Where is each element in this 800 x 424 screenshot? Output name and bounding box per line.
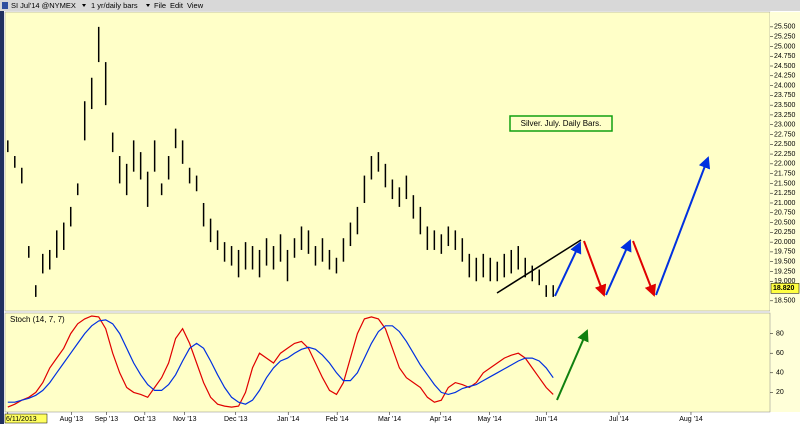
start-date-box xyxy=(4,413,48,424)
y-tick-label: 24.500 xyxy=(774,63,796,70)
last-price-box xyxy=(770,283,800,294)
menu[interactable]: Edit xyxy=(170,1,184,10)
price-panel xyxy=(4,11,771,312)
dropdown-arrow xyxy=(146,4,150,7)
toolbar-bg xyxy=(0,0,800,11)
y-tick-label: 23.250 xyxy=(774,112,796,119)
arrow-down xyxy=(583,240,607,297)
x-tick-label: Jan '14 xyxy=(277,416,299,423)
y-tick-label: 24.750 xyxy=(774,53,796,60)
annotation-box xyxy=(509,115,613,132)
y-tick-label: 23.750 xyxy=(774,92,796,99)
y-tick-label: 25.500 xyxy=(774,24,796,31)
stoch-line xyxy=(7,319,554,405)
x-tick-label: Jul '14 xyxy=(609,416,629,423)
y-tick-label: 22.250 xyxy=(774,151,796,158)
y-tick-label: 22.500 xyxy=(774,141,796,148)
y-tick-label: 25.000 xyxy=(774,43,796,50)
y-tick-label: 80 xyxy=(776,330,784,337)
x-tick-label: Dec '13 xyxy=(224,416,248,423)
stoch-plot xyxy=(7,315,554,408)
symbol[interactable]: SI Jul'14 @NYMEX xyxy=(11,1,76,10)
x-tick-label: Aug '13 xyxy=(60,416,84,423)
trendline xyxy=(496,239,582,294)
y-tick-label: 21.250 xyxy=(774,190,796,197)
annotation: Silver. July. Daily Bars. xyxy=(521,119,602,128)
x-tick-label: Sep '13 xyxy=(95,416,119,423)
arrow-up xyxy=(655,156,711,296)
y-tick-label: 20.000 xyxy=(774,239,796,246)
arrow-down xyxy=(632,240,656,297)
right-axis-bg xyxy=(770,12,800,412)
y-tick-label: 21.750 xyxy=(774,170,796,177)
projection-arrows xyxy=(496,156,711,401)
y-tick-label: 21.500 xyxy=(774,180,796,187)
y-tick-label: 25.250 xyxy=(774,33,796,40)
y-tick-label: 24.250 xyxy=(774,73,796,80)
stoch-title: Stoch (14, 7, 7) xyxy=(10,315,65,324)
y-tick-label: 22.000 xyxy=(774,161,796,168)
y-tick-label: 20.750 xyxy=(774,210,796,217)
menu[interactable]: File xyxy=(154,1,166,10)
x-tick-label: Nov '13 xyxy=(173,416,197,423)
y-tick-label: 23.500 xyxy=(774,102,796,109)
x-tick-label: Oct '13 xyxy=(134,416,156,423)
x-tick-label: Aug '14 xyxy=(679,416,703,423)
arrow-up xyxy=(605,239,632,296)
stoch-panel xyxy=(4,312,771,413)
y-tick-label: 19.000 xyxy=(774,278,796,285)
stoch-line xyxy=(7,315,554,408)
y-tick-label: 21.000 xyxy=(774,200,796,207)
y-tick-label: 19.250 xyxy=(774,268,796,275)
y-tick-label: 19.500 xyxy=(774,259,796,266)
axes: 25.500 25.250 25.000 24.750 24.500 24.250 24.0… xyxy=(4,24,800,424)
x-tick-label: Mar '14 xyxy=(378,416,401,423)
y-tick-label: 20.500 xyxy=(774,219,796,226)
x-tick-label: Jun '14 xyxy=(535,416,557,423)
app-icon xyxy=(2,2,8,9)
arrow-up xyxy=(554,241,582,297)
period[interactable]: 1 yr/daily bars xyxy=(91,1,138,10)
x-tick-label: Feb '14 xyxy=(326,416,349,423)
y-tick-label: 20.250 xyxy=(774,229,796,236)
x-tick-label: May '14 xyxy=(477,416,501,423)
y-tick-label: 24.000 xyxy=(774,82,796,89)
y-tick-label: 20 xyxy=(776,389,784,396)
last-price-label: 18.820 xyxy=(773,285,795,292)
y-tick-label: 23.000 xyxy=(774,122,796,129)
y-tick-label: 22.750 xyxy=(774,131,796,138)
arrow-up xyxy=(556,329,589,401)
x-tick-label: 6/11/2013 xyxy=(6,416,37,423)
y-tick-label: 19.750 xyxy=(774,249,796,256)
left-edge xyxy=(0,11,4,424)
dropdown-arrow xyxy=(82,4,86,7)
y-tick-label: 18.500 xyxy=(774,298,796,305)
y-tick-label: 40 xyxy=(776,370,784,377)
x-tick-label: Apr '14 xyxy=(430,416,452,423)
menu[interactable]: View xyxy=(187,1,204,10)
toolbar: SI Jul'14 @NYMEX 1 yr/daily bars File Ed… xyxy=(0,0,800,11)
price-plot xyxy=(7,26,554,297)
y-tick-label: 60 xyxy=(776,350,784,357)
